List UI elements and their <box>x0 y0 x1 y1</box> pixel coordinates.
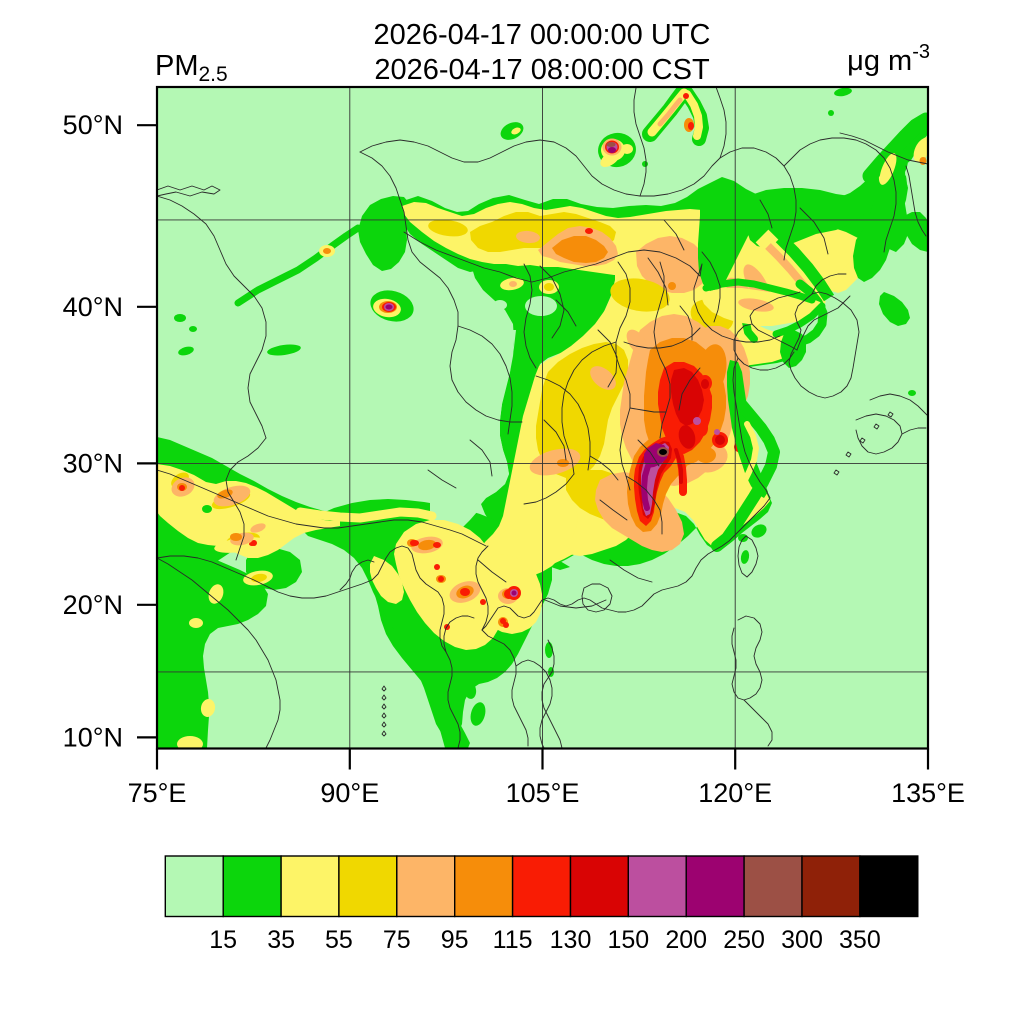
svg-text:10°N: 10°N <box>63 722 123 752</box>
svg-text:350: 350 <box>839 926 881 954</box>
svg-text:115: 115 <box>493 926 533 954</box>
svg-text:95: 95 <box>441 926 469 954</box>
svg-text:90°E: 90°E <box>320 778 379 808</box>
svg-text:135°E: 135°E <box>891 778 965 808</box>
svg-text:250: 250 <box>723 926 765 954</box>
svg-text:55: 55 <box>325 926 353 954</box>
svg-text:50°N: 50°N <box>63 110 123 140</box>
svg-text:75: 75 <box>383 926 411 954</box>
svg-text:40°N: 40°N <box>63 292 123 322</box>
svg-text:130: 130 <box>550 926 592 954</box>
svg-text:200: 200 <box>665 926 707 954</box>
svg-text:2026-04-17 08:00:00 CST: 2026-04-17 08:00:00 CST <box>374 54 710 86</box>
svg-text:150: 150 <box>607 926 649 954</box>
svg-text:75°E: 75°E <box>128 778 187 808</box>
svg-text:120°E: 120°E <box>698 778 772 808</box>
svg-text:15: 15 <box>209 926 237 954</box>
svg-text:35: 35 <box>267 926 295 954</box>
svg-text:30°N: 30°N <box>63 448 123 478</box>
svg-text:105°E: 105°E <box>506 778 580 808</box>
svg-text:300: 300 <box>781 926 823 954</box>
svg-text:2026-04-17 00:00:00 UTC: 2026-04-17 00:00:00 UTC <box>374 19 711 51</box>
svg-text:20°N: 20°N <box>63 590 123 620</box>
